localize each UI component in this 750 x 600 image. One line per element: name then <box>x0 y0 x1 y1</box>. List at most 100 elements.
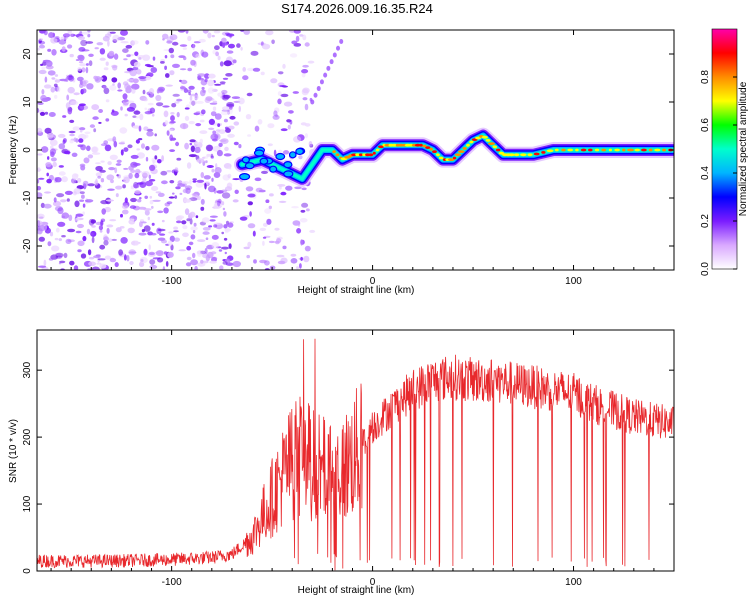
noise-blob <box>292 91 299 94</box>
noise-blob <box>223 224 228 229</box>
noise-blob <box>257 119 263 125</box>
noise-blob <box>302 34 307 41</box>
noise-blob <box>136 182 144 185</box>
noise-blob <box>118 249 123 256</box>
noise-blob <box>168 196 175 199</box>
noise-blob <box>75 230 82 234</box>
noise-blob <box>309 229 316 233</box>
noise-blob <box>52 200 62 207</box>
noise-blob <box>271 39 275 45</box>
y-tick-label: 20 <box>22 48 33 60</box>
noise-blob <box>190 259 199 266</box>
noise-blob <box>276 254 285 258</box>
noise-blob <box>238 97 245 105</box>
ridge-peak <box>527 153 533 157</box>
noise-blob <box>99 263 107 269</box>
colorbar-label: Normalized spectral amplitude <box>738 81 749 216</box>
noise-blob <box>188 154 197 158</box>
noise-blob <box>103 67 109 71</box>
noise-blob <box>186 218 191 222</box>
noise-blob <box>42 61 47 66</box>
noise-blob <box>112 39 118 43</box>
noise-blob <box>205 237 209 240</box>
noise-blob <box>258 189 266 193</box>
noise-blob <box>77 144 84 148</box>
noise-blob <box>38 40 46 45</box>
noise-blob <box>62 33 71 38</box>
ridge-peak <box>452 156 457 160</box>
noise-blob <box>127 227 135 234</box>
noise-blob <box>222 42 229 46</box>
noise-blob <box>37 224 46 232</box>
noise-blob <box>200 259 204 264</box>
noise-blob <box>81 88 87 94</box>
noise-blob <box>43 84 52 89</box>
ridge-peak <box>662 148 666 152</box>
noise-blob <box>85 66 89 74</box>
noise-blob <box>123 58 128 61</box>
noise-blob <box>189 211 196 218</box>
noise-blob <box>169 34 178 41</box>
noise-blob <box>190 59 196 66</box>
noise-blob <box>62 139 66 145</box>
noise-blob <box>78 54 85 62</box>
noise-blob <box>264 208 272 214</box>
noise-blob <box>114 262 119 268</box>
noise-blob <box>175 141 180 147</box>
noise-blob <box>174 167 179 172</box>
noise-blob <box>135 139 140 144</box>
noise-blob <box>219 265 224 270</box>
noise-blob <box>146 131 154 137</box>
noise-blob <box>194 146 201 154</box>
noise-blob <box>163 110 169 118</box>
noise-blob <box>178 249 187 252</box>
noise-blob <box>220 96 224 99</box>
noise-blob <box>223 60 232 67</box>
noise-blob <box>204 97 211 103</box>
noise-blob <box>135 116 140 119</box>
noise-blob <box>84 134 89 139</box>
noise-blob <box>316 86 321 92</box>
x-tick-label: 0 <box>370 276 376 287</box>
noise-blob <box>217 55 221 61</box>
ridge-peak <box>634 148 640 152</box>
noise-blob <box>128 53 134 57</box>
noise-blob <box>277 184 286 187</box>
noise-blob <box>99 48 106 55</box>
noise-blob <box>222 207 226 211</box>
noise-blob <box>109 154 118 160</box>
noise-blob <box>51 49 57 56</box>
noise-blob <box>95 162 101 165</box>
noise-blob <box>163 49 171 52</box>
noise-blob <box>57 133 66 138</box>
noise-blob <box>215 51 220 57</box>
noise-blob <box>144 107 148 111</box>
noise-blob <box>87 154 94 159</box>
noise-blob <box>114 167 118 174</box>
noise-blob <box>122 184 126 189</box>
ridge-blob <box>283 161 293 169</box>
noise-blob <box>126 54 131 58</box>
noise-blob <box>233 121 240 126</box>
noise-blob <box>44 111 49 115</box>
noise-blob <box>89 124 95 128</box>
noise-blob <box>58 143 66 150</box>
noise-blob <box>238 105 241 112</box>
noise-blob <box>109 84 117 91</box>
noise-blob <box>181 181 190 185</box>
noise-blob <box>101 75 108 82</box>
noise-blob <box>238 144 242 149</box>
noise-blob <box>38 177 45 180</box>
noise-blob <box>142 172 148 179</box>
noise-blob <box>218 249 223 252</box>
noise-blob <box>78 47 86 52</box>
ridge-peak <box>414 143 421 147</box>
noise-blob <box>37 153 43 156</box>
noise-blob <box>221 231 224 235</box>
noise-blob <box>156 88 160 94</box>
noise-blob <box>41 89 45 95</box>
noise-blob <box>37 102 44 105</box>
noise-blob <box>280 93 289 98</box>
noise-blob <box>37 167 41 173</box>
